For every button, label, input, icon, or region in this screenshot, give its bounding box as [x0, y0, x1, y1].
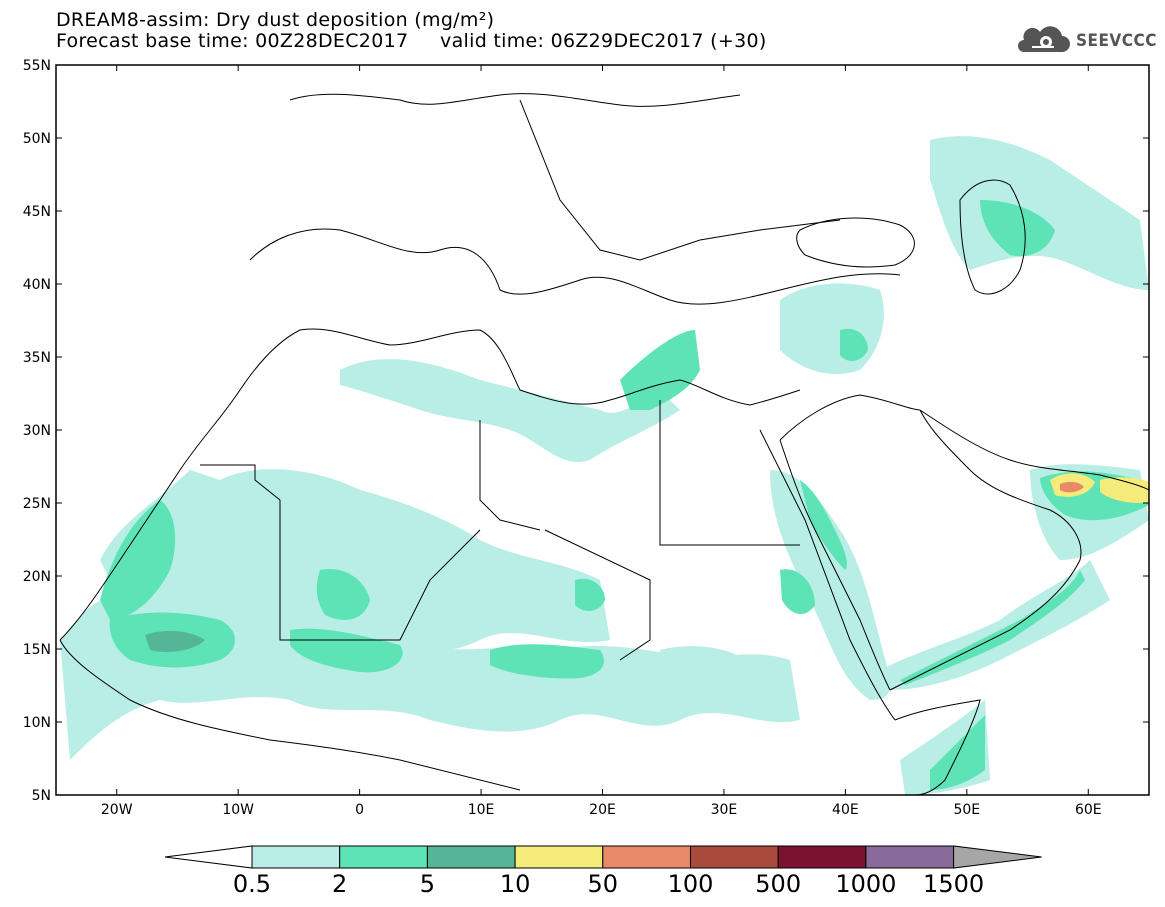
colorbar-label: 1000 [835, 870, 896, 898]
coastline-africa-west [59, 639, 521, 791]
border-europe-east [519, 99, 841, 261]
coastlines-and-borders [59, 93, 1149, 795]
coastline-arabia-west [779, 439, 891, 691]
lat-label: 5N [32, 788, 51, 804]
coastline-europe-south [249, 228, 901, 305]
lon-label: 60E [1075, 802, 1102, 818]
coastline-arabia-east [889, 409, 1082, 691]
colorbar-label: 0.5 [233, 870, 271, 898]
border-saudi-iraq [779, 394, 921, 441]
deposition-region-caspian-core [980, 200, 1055, 257]
longitude-axis: 20W 10W 0 10E 20E 30E 40E 50E 60E [101, 65, 1102, 818]
title-block: DREAM8-assim: Dry dust deposition (mg/m²… [56, 10, 767, 52]
lat-label: 25N [23, 496, 51, 512]
lat-label: 30N [23, 423, 51, 439]
lat-label: 55N [23, 58, 51, 74]
deposition-region-oman [900, 570, 1085, 685]
border-western-sahara [200, 464, 281, 501]
deposition-region-senegal-core [145, 630, 205, 652]
colorbar-segment [865, 845, 955, 869]
border-sudan-chad [544, 529, 651, 661]
lon-label: 0 [355, 802, 364, 818]
lat-label: 40N [23, 277, 51, 293]
lat-label: 15N [23, 642, 51, 658]
deposition-region-caspian [930, 136, 1149, 290]
colorbar-high-triangle [953, 845, 1042, 869]
coastline-persian-gulf [919, 409, 1149, 491]
deposition-region-somalia-core [930, 715, 985, 790]
coastline-africa-north [59, 328, 801, 641]
colorbar-label: 2 [332, 870, 347, 898]
logo-text: SEEVCCC [1076, 31, 1157, 51]
colorbar-label: 100 [668, 870, 714, 898]
latitude-axis: 55N 50N 45N 40N 35N 30N 25N 20N 15N 10N 5N [23, 58, 1149, 804]
border-algeria-libya [479, 420, 541, 531]
deposition-region-sudan [780, 569, 815, 615]
colorbar-label: 50 [588, 870, 619, 898]
lat-label: 50N [23, 131, 51, 147]
coastline-caspian [959, 179, 1026, 295]
lat-label: 10N [23, 715, 51, 731]
deposition-region-ethiopia [658, 646, 760, 707]
colorbar: 0.5 2 5 10 50 100 500 1000 1500 [164, 845, 1042, 898]
colorbar-label: 1500 [923, 870, 984, 898]
deposition-region-yemen [880, 560, 1110, 690]
border-libya-egypt [659, 400, 800, 546]
deposition-region-arabia [770, 470, 890, 700]
cloud-gear-icon [1018, 26, 1070, 52]
deposition-region-sahel-east [490, 644, 604, 679]
deposition-region-w-sahara [100, 469, 610, 652]
lat-label: 20N [23, 569, 51, 585]
lat-label: 45N [23, 204, 51, 220]
lon-label: 20E [589, 802, 616, 818]
border-mali-niger [279, 500, 481, 641]
lon-label: 30E [711, 802, 738, 818]
colorbar-segment [777, 845, 867, 869]
colorbar-label: 500 [755, 870, 801, 898]
forecast-time-line: Forecast base time: 00Z28DEC2017 valid t… [56, 30, 767, 52]
colorbar-low-triangle [164, 845, 253, 869]
colorbar-segment [426, 845, 516, 869]
lon-label: 10W [222, 802, 254, 818]
seevccc-logo: SEEVCCC [1016, 24, 1157, 58]
colorbar-segment [251, 845, 341, 869]
colorbar-segment [339, 845, 428, 869]
deposition-region-west-coast [100, 500, 176, 620]
colorbar-segment [514, 845, 604, 869]
coastline-horn-africa [894, 699, 981, 795]
map-title: DREAM8-assim: Dry dust deposition (mg/m²… [56, 9, 495, 31]
coastline-black-sea [796, 217, 915, 268]
lon-label: 40E [832, 802, 859, 818]
lon-label: 10E [468, 802, 495, 818]
colorbar-segment [690, 845, 779, 869]
coastline-europe-north [289, 93, 741, 107]
deposition-region-pakistan-high [1100, 477, 1149, 503]
colorbar-label: 10 [500, 870, 531, 898]
deposition-region-north-africa [340, 359, 680, 463]
deposition-region-chad [575, 578, 605, 612]
colorbar-label: 5 [420, 870, 435, 898]
deposition-region-sahel [60, 596, 800, 760]
lon-label: 50E [953, 802, 980, 818]
lon-label: 20W [101, 802, 133, 818]
deposition-region-iraq [840, 328, 868, 362]
lat-label: 35N [23, 350, 51, 366]
deposition-region-mali [316, 569, 370, 620]
deposition-region-red-sea [800, 480, 847, 570]
coastline-red-sea-west [759, 429, 896, 721]
deposition-field [60, 136, 1149, 795]
deposition-region-gulf-peak [1060, 481, 1084, 493]
colorbar-segment [602, 845, 691, 869]
